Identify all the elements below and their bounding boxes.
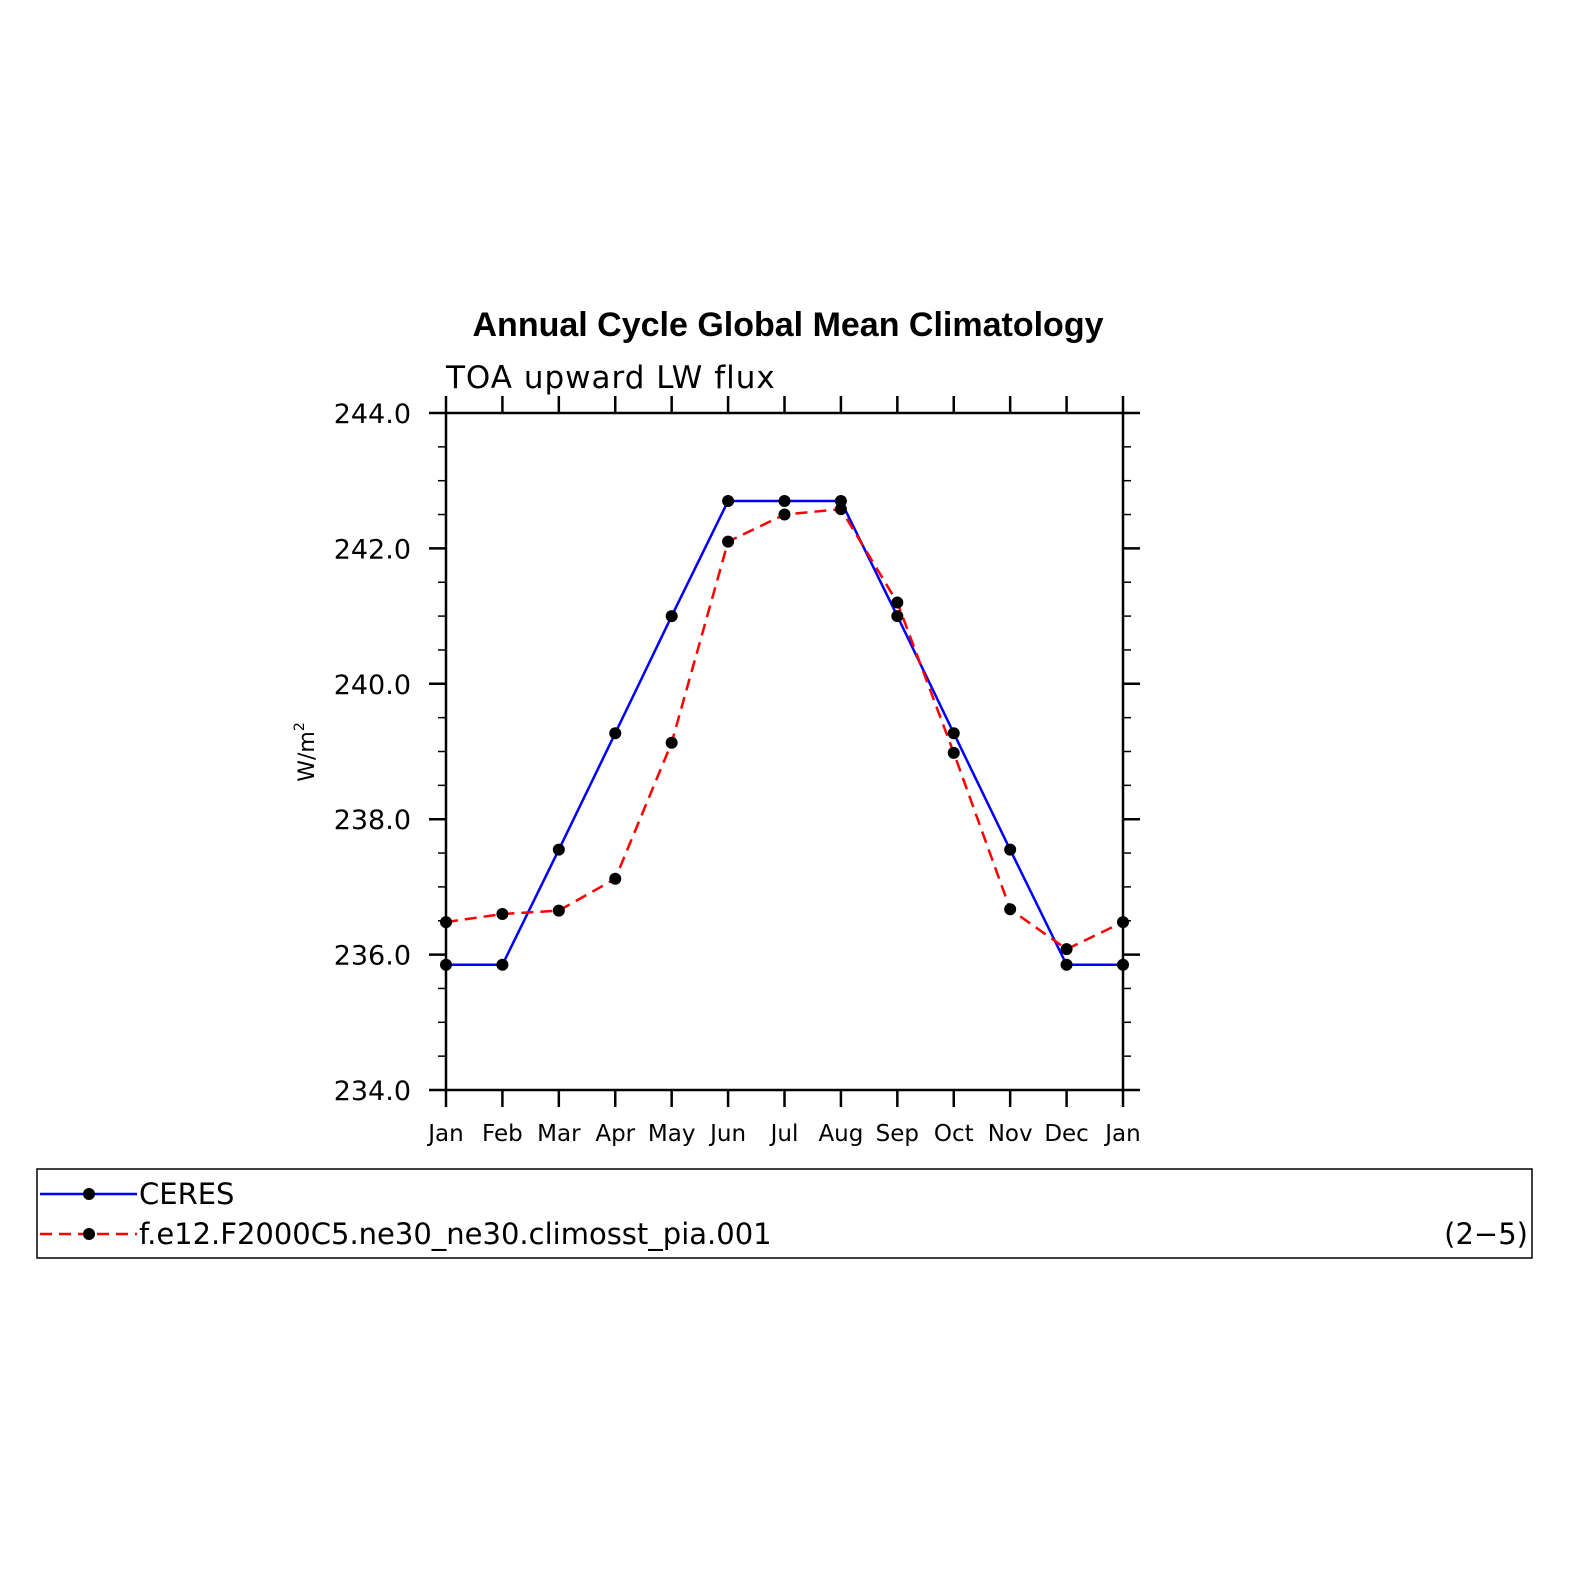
- series-2-point: [1117, 916, 1129, 929]
- series-1-point: [1004, 843, 1017, 856]
- legend-label-2: f.e12.F2000C5.ne30_ne30.climosst_pia.001: [139, 1217, 772, 1251]
- legend-marker-2: [83, 1228, 95, 1240]
- x-tick-label: Feb: [482, 1121, 523, 1147]
- series-1-point: [440, 958, 452, 971]
- series-line-2: [445, 507, 1124, 951]
- series-1-point: [496, 958, 509, 971]
- axes: 234.0 236.0 238.0 240.0 242.0 244.0 Jan Feb Mar A…: [334, 396, 1141, 1147]
- x-tick-label: Apr: [595, 1121, 635, 1147]
- y-tick-label: 238.0: [334, 805, 411, 836]
- series-2-point: [891, 596, 904, 609]
- x-tick-label: Mar: [537, 1121, 581, 1147]
- y-tick-label: 236.0: [334, 941, 411, 972]
- y-axis-label-text: W/m: [295, 731, 320, 782]
- y-tick-label: 244.0: [334, 399, 411, 430]
- series-2-point: [1004, 903, 1017, 916]
- legend-label-1: CERES: [139, 1177, 234, 1211]
- x-tick-label: Oct: [934, 1121, 974, 1147]
- y-tick-label: 234.0: [334, 1076, 411, 1107]
- x-tick-label: Jun: [708, 1121, 746, 1147]
- series-1-point: [1117, 958, 1129, 971]
- series-layer: [440, 495, 1129, 971]
- legend: CERES f.e12.F2000C5.ne30_ne30.climosst_pi…: [36, 1168, 1533, 1259]
- series-2-point: [496, 907, 509, 920]
- series-1-point: [947, 727, 960, 740]
- y-tick-label: 242.0: [334, 534, 411, 565]
- series-1-point: [552, 843, 565, 856]
- chart-title: Annual Cycle Global Mean Climatology: [473, 306, 1104, 344]
- x-tick-label: Aug: [818, 1121, 863, 1147]
- y-axis-label: W/m2: [292, 722, 320, 782]
- x-tick-label: Nov: [988, 1121, 1033, 1147]
- series-1-point: [891, 610, 904, 623]
- series-1-point: [778, 495, 791, 508]
- series-line-1: [446, 499, 1123, 967]
- chart-subtitle: TOA upward LW flux: [445, 360, 776, 396]
- x-tick-label: Jan: [1103, 1121, 1140, 1147]
- x-tick-label: Sep: [876, 1121, 919, 1147]
- y-axis-label-superscript: 2: [292, 722, 308, 731]
- series-2-point: [440, 916, 452, 929]
- series-1-point: [722, 495, 735, 508]
- x-tick-label: May: [648, 1121, 696, 1147]
- svg-text:W/m2: W/m2: [292, 722, 320, 782]
- y-tick-label: 240.0: [334, 670, 411, 701]
- legend-marker-1: [83, 1188, 95, 1200]
- panel-annotation: (2−5): [1444, 1217, 1528, 1251]
- legend-box: [36, 1168, 1533, 1259]
- x-tick-label: Jan: [426, 1121, 463, 1147]
- x-tick-label: Dec: [1044, 1121, 1089, 1147]
- series-2-point: [947, 746, 960, 759]
- series-2-point: [552, 904, 565, 917]
- series-2-point: [834, 503, 847, 516]
- x-tick-label: Jul: [769, 1121, 799, 1147]
- series-1-point: [1060, 958, 1073, 971]
- series-1-point: [665, 610, 678, 623]
- series-2-point: [609, 872, 622, 885]
- series-2-point: [778, 508, 791, 521]
- series-2-point: [665, 736, 678, 749]
- series-2-point: [722, 535, 735, 548]
- series-1-point: [609, 727, 622, 740]
- legend-entries: CERES f.e12.F2000C5.ne30_ne30.climosst_pi…: [40, 1177, 772, 1251]
- series-2-point: [1060, 943, 1073, 956]
